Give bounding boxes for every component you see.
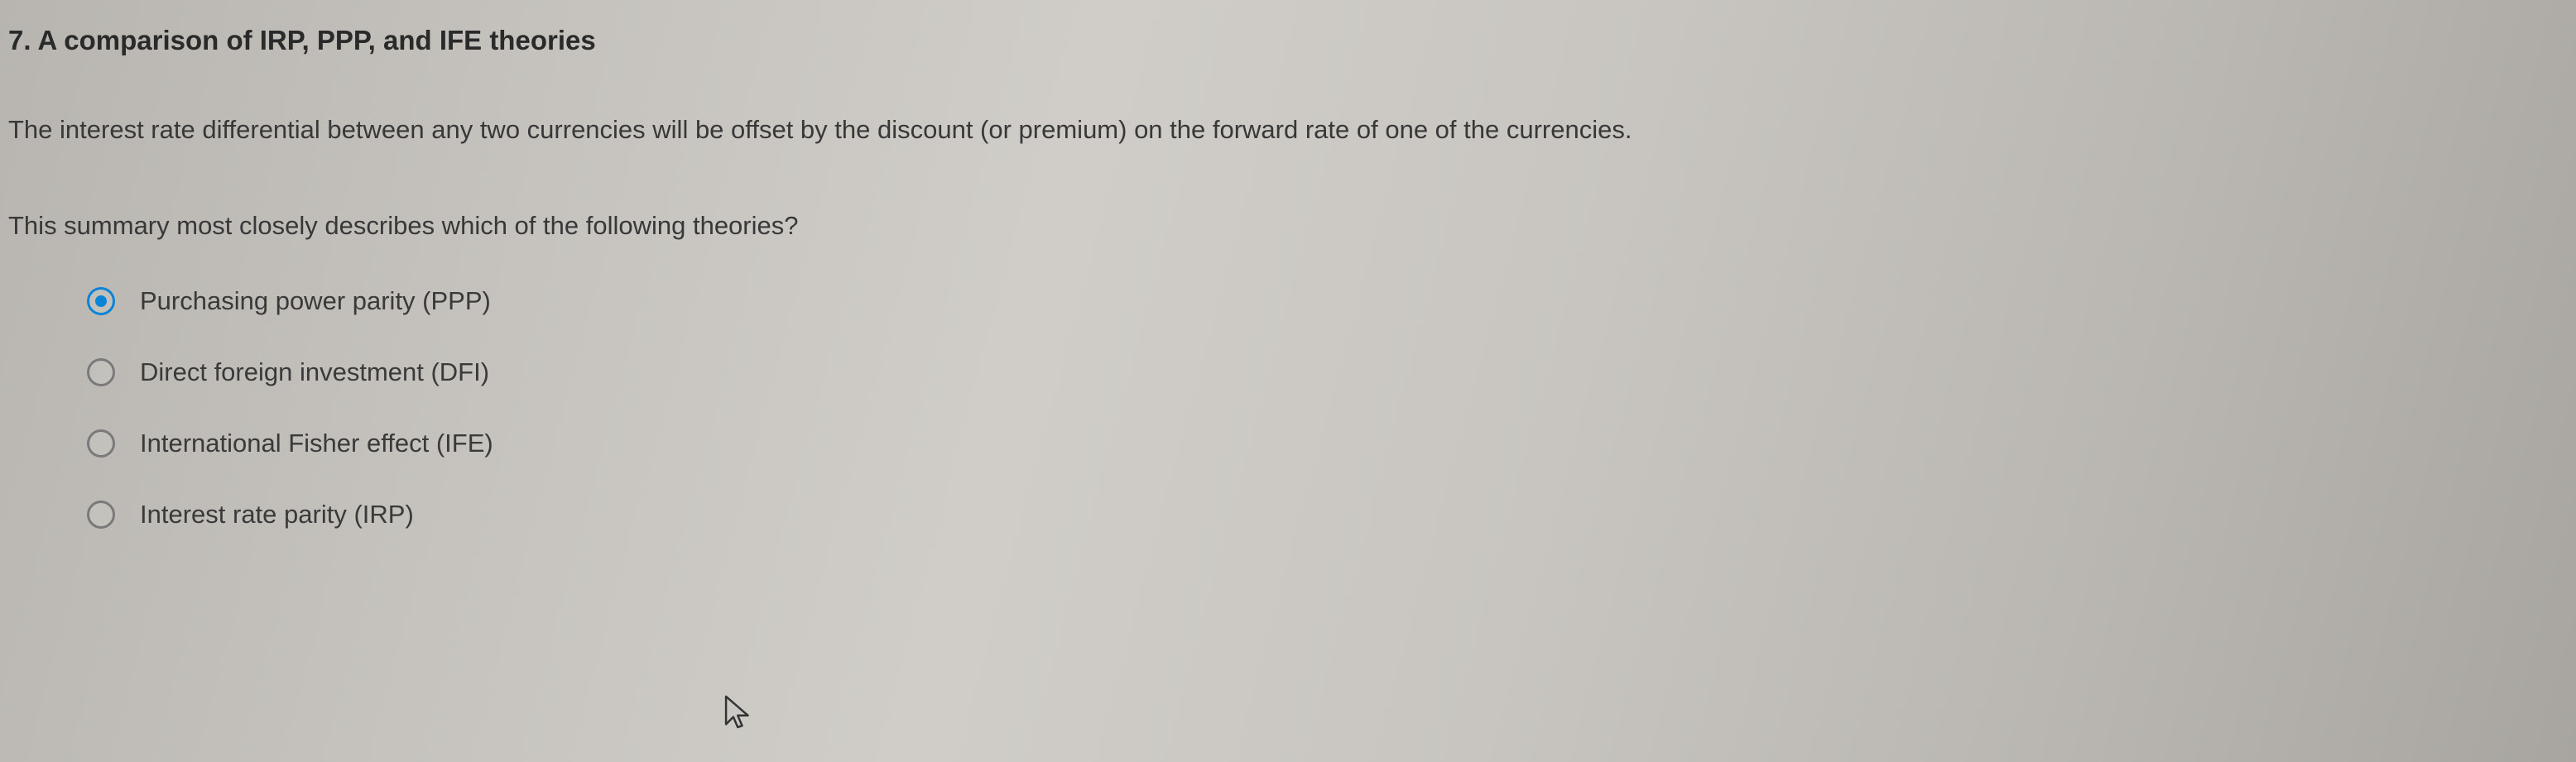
question-heading: 7. A comparison of IRP, PPP, and IFE the…	[8, 25, 2568, 56]
option-ife[interactable]: International Fisher effect (IFE)	[87, 429, 2568, 458]
question-prompt: This summary most closely describes whic…	[8, 211, 2568, 241]
quiz-panel: 7. A comparison of IRP, PPP, and IFE the…	[0, 0, 2576, 579]
options-group: Purchasing power parity (PPP) Direct for…	[8, 286, 2568, 530]
option-label: Interest rate parity (IRP)	[140, 500, 414, 530]
option-ppp[interactable]: Purchasing power parity (PPP)	[87, 286, 2568, 316]
radio-icon[interactable]	[87, 429, 115, 458]
option-dfi[interactable]: Direct foreign investment (DFI)	[87, 357, 2568, 387]
radio-icon[interactable]	[87, 287, 115, 315]
option-label: International Fisher effect (IFE)	[140, 429, 493, 458]
option-irp[interactable]: Interest rate parity (IRP)	[87, 500, 2568, 530]
question-statement: The interest rate differential between a…	[8, 114, 2568, 145]
option-label: Direct foreign investment (DFI)	[140, 357, 489, 387]
option-label: Purchasing power parity (PPP)	[140, 286, 491, 316]
cursor-icon	[724, 695, 754, 733]
radio-icon[interactable]	[87, 501, 115, 529]
radio-icon[interactable]	[87, 358, 115, 386]
